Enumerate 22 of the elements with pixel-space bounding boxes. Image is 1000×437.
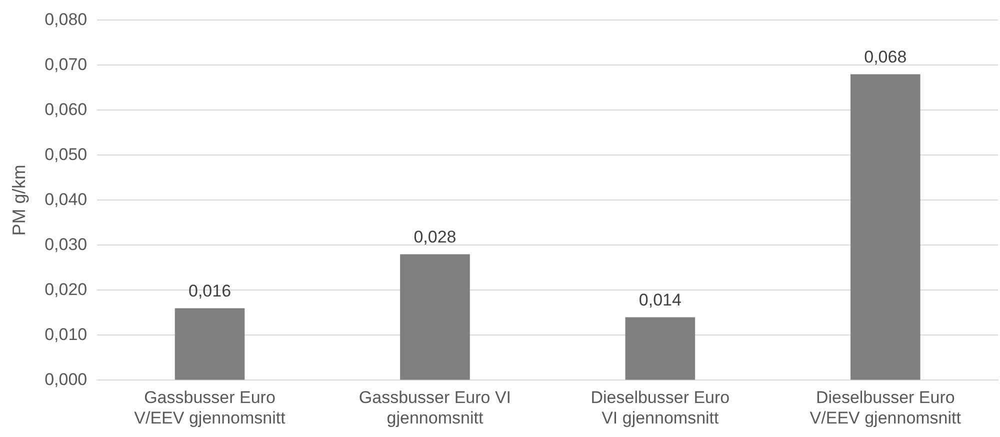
y-tick-label: 0,010: [44, 324, 88, 344]
y-tick-label: 0,030: [44, 234, 88, 254]
x-tick-label: Gassbusser Euro VI gjennomsnitt: [358, 388, 512, 428]
x-tick-label: Gassbusser Euro V/EEV gjennomsnitt: [134, 388, 286, 428]
y-tick-label: 0,020: [44, 280, 88, 299]
data-label: 0,028: [414, 227, 456, 246]
y-tick-label: 0,080: [44, 10, 88, 29]
y-tick-label: 0,040: [44, 190, 88, 209]
y-axis-title: PM g/km: [8, 164, 29, 236]
data-label: 0,068: [864, 47, 907, 66]
y-tick-label: 0,060: [44, 100, 88, 119]
y-tick-label: 0,070: [44, 54, 88, 74]
x-tick-label: Dieselbusser Euro V/EEV gjennomsnitt: [810, 388, 962, 428]
data-label: 0,016: [188, 281, 232, 300]
bar: [400, 254, 470, 380]
data-label: 0,014: [638, 290, 682, 310]
y-tick-label: 0,000: [44, 370, 88, 389]
bar: [850, 74, 920, 380]
y-tick-label: 0,050: [44, 144, 88, 164]
x-tick-label: Dieselbusser Euro VI gjennomsnitt: [590, 388, 730, 428]
bar: [174, 308, 245, 380]
bar: [625, 317, 696, 380]
